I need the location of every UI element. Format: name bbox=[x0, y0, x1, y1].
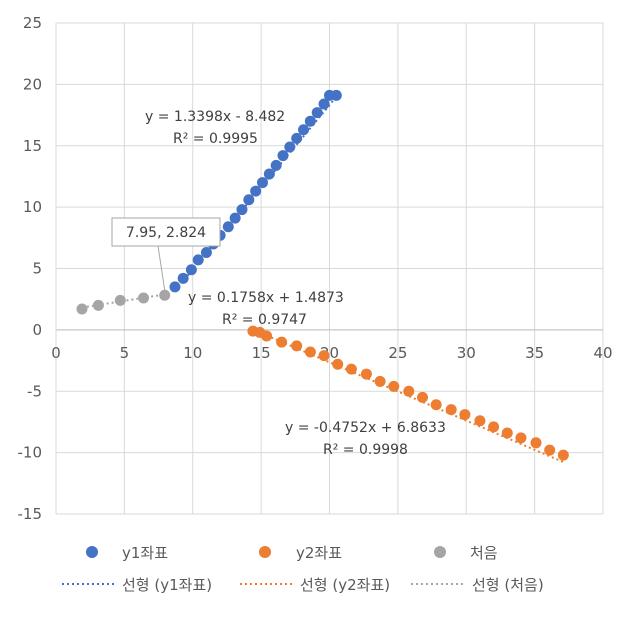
trendline-equations: y = 1.3398x - 8.482 R² = 0.9995 y = -0.475… bbox=[145, 109, 446, 458]
data-points bbox=[76, 89, 569, 461]
legend-marker bbox=[434, 546, 446, 558]
data-point bbox=[544, 444, 556, 456]
y-tick-label: 10 bbox=[23, 198, 42, 216]
x-tick-label: 25 bbox=[388, 344, 407, 362]
data-point bbox=[177, 272, 189, 284]
callout-box bbox=[111, 217, 221, 247]
data-point bbox=[159, 289, 171, 301]
data-point bbox=[92, 299, 104, 311]
data-point bbox=[192, 254, 204, 266]
legend-label: 처음 bbox=[470, 544, 498, 562]
data-point bbox=[360, 368, 372, 380]
data-point bbox=[416, 391, 428, 403]
trendline-r-squared: R² = 0.9995 bbox=[173, 131, 258, 147]
x-tick-label: 40 bbox=[593, 344, 612, 362]
x-tick-label: 15 bbox=[252, 344, 271, 362]
data-point bbox=[345, 363, 357, 375]
trendline bbox=[252, 328, 564, 463]
data-point bbox=[403, 385, 415, 397]
y-tick-label: -5 bbox=[27, 382, 42, 400]
data-point bbox=[388, 380, 400, 392]
y-tick-label: -10 bbox=[18, 444, 43, 462]
trendline-equation: y = 0.1758x + 1.4873 bbox=[188, 290, 344, 306]
legend-line-label: 선형 (y2좌표) bbox=[300, 576, 390, 594]
legend-label: y2좌표 bbox=[296, 544, 342, 562]
x-tick-labels: 0 5 10 15 20 25 30 35 40 bbox=[51, 344, 612, 362]
callout-label: 7.95, 2.824 bbox=[126, 225, 206, 241]
data-point bbox=[311, 107, 323, 119]
x-tick-label: 30 bbox=[457, 344, 476, 362]
data-point bbox=[114, 294, 126, 306]
trendline-equation: y = 1.3398x - 8.482 bbox=[145, 109, 285, 125]
data-point bbox=[185, 264, 197, 276]
data-point bbox=[318, 98, 330, 110]
data-point bbox=[200, 247, 212, 259]
data-point bbox=[276, 336, 288, 348]
x-tick-label: 5 bbox=[120, 344, 130, 362]
trendline-r-squared: R² = 0.9747 bbox=[222, 312, 307, 328]
y-tick-label: 5 bbox=[32, 260, 42, 278]
legend-label: y1좌표 bbox=[122, 544, 168, 562]
x-tick-label: 35 bbox=[525, 344, 544, 362]
data-point bbox=[291, 132, 303, 144]
data-point bbox=[304, 346, 316, 358]
data-point bbox=[332, 358, 344, 370]
legend-marker bbox=[86, 546, 98, 558]
x-tick-label: 10 bbox=[183, 344, 202, 362]
y-tick-labels: -15 -10 -5 0 5 10 15 20 25 bbox=[18, 14, 43, 523]
data-point bbox=[530, 437, 542, 449]
data-point bbox=[284, 141, 296, 153]
axes bbox=[55, 23, 603, 514]
data-point bbox=[318, 350, 330, 362]
callout-leader-line bbox=[157, 245, 166, 291]
y-tick-label: 15 bbox=[23, 137, 42, 155]
x-tick-label: 0 bbox=[51, 344, 61, 362]
data-point bbox=[277, 150, 289, 162]
data-point bbox=[76, 303, 88, 315]
data-point bbox=[138, 292, 150, 304]
data-point bbox=[459, 409, 471, 421]
data-point bbox=[236, 204, 248, 216]
data-point bbox=[298, 124, 310, 136]
data-point bbox=[261, 330, 273, 342]
data-point bbox=[169, 281, 181, 293]
data-point bbox=[474, 415, 486, 427]
data-point bbox=[291, 340, 303, 352]
data-callout: 7.95, 2.824 bbox=[111, 217, 221, 291]
y-tick-label: 20 bbox=[23, 75, 42, 93]
data-point bbox=[445, 404, 457, 416]
legend-line-label: 선형 (y1좌표) bbox=[122, 576, 212, 594]
data-point bbox=[256, 177, 268, 189]
data-point bbox=[557, 449, 569, 461]
trendline-r-squared: R² = 0.9998 bbox=[323, 442, 408, 458]
data-point bbox=[330, 89, 342, 101]
data-point bbox=[304, 115, 316, 127]
data-point bbox=[270, 159, 282, 171]
data-point bbox=[515, 432, 527, 444]
y-tick-label: -15 bbox=[18, 505, 43, 523]
y-tick-label: 0 bbox=[32, 321, 42, 339]
data-point bbox=[374, 375, 386, 387]
data-point bbox=[263, 168, 275, 180]
data-point bbox=[501, 427, 513, 439]
y-tick-label: 25 bbox=[23, 14, 42, 32]
trendlines bbox=[81, 96, 564, 463]
data-point bbox=[222, 221, 234, 233]
grid-lines bbox=[55, 22, 604, 515]
data-point bbox=[488, 421, 500, 433]
trendline-equation: y = -0.4752x + 6.8633 bbox=[285, 420, 446, 436]
data-point bbox=[250, 185, 262, 197]
legend-line-label: 선형 (처음) bbox=[472, 576, 544, 594]
data-point bbox=[243, 194, 255, 206]
data-point bbox=[229, 212, 241, 224]
data-point bbox=[430, 399, 442, 411]
legend-marker bbox=[259, 546, 271, 558]
